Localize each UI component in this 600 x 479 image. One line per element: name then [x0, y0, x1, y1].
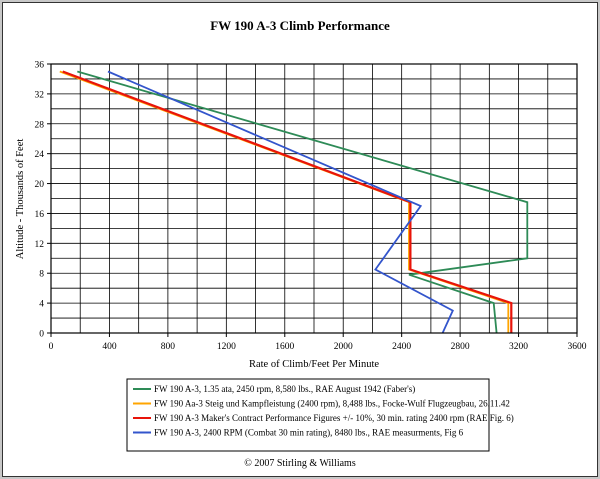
- x-tick-label: 1600: [275, 342, 294, 352]
- y-tick-label: 36: [35, 61, 45, 71]
- chart: FW 190 A-3 Climb Performance 0 400 800 1200…: [15, 18, 587, 469]
- x-tick-label: 0: [49, 342, 54, 352]
- legend-entry-3: FW 190 A-3 Maker's Contract Performance …: [154, 413, 514, 423]
- series-line-4: [107, 70, 454, 334]
- x-tick-label: 400: [102, 342, 117, 352]
- y-tick-label: 8: [39, 270, 44, 280]
- legend-entry-4: FW 190 A-3, 2400 RPM (Combat 30 min rati…: [154, 428, 464, 438]
- y-axis-label: Altitude - Thousands of Feet: [15, 139, 26, 260]
- x-axis-label: Rate of Climb/Feet Per Minute: [249, 359, 379, 370]
- legend-entry-1: FW 190 A-3, 1.35 ata, 2450 rpm, 8,580 lb…: [154, 384, 415, 394]
- x-tick-label: 3200: [509, 342, 528, 352]
- plot-border: [50, 63, 578, 334]
- y-tick-label: 0: [39, 330, 44, 340]
- y-tick-label: 16: [35, 210, 45, 220]
- x-tick-label: 2800: [451, 342, 470, 352]
- legend-entry-2: FW 190 Aa-3 Steig und Kampfleistung (240…: [154, 399, 510, 409]
- y-tick-label: 4: [39, 300, 44, 310]
- y-tick-label: 24: [35, 150, 45, 160]
- x-tick-label: 3600: [568, 342, 587, 352]
- chart-title: FW 190 A-3 Climb Performance: [210, 18, 390, 33]
- x-tick-label: 1200: [217, 342, 236, 352]
- x-tick-label: 2000: [334, 342, 353, 352]
- x-tick-label: 2400: [392, 342, 411, 352]
- y-tick-label: 28: [35, 120, 45, 130]
- series-line-3: [62, 70, 513, 333]
- y-tick-label: 12: [35, 240, 45, 250]
- copyright-footer: © 2007 Stirling & Williams: [244, 458, 356, 469]
- x-tick-label: 800: [161, 342, 176, 352]
- y-tick-label: 32: [35, 90, 45, 100]
- legend-box: [126, 378, 490, 452]
- series-line-1: [77, 70, 529, 334]
- y-tick-label: 20: [35, 180, 45, 190]
